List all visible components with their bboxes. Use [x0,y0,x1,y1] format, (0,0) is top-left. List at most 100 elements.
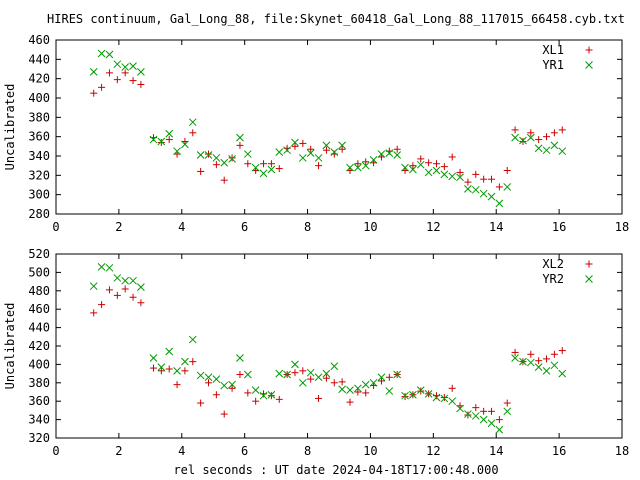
y-tick-label-7: 420 [28,72,50,86]
point-YR1-48 [471,185,480,194]
point-YR2-29-d2 [322,369,331,378]
point-YR1-1-d2 [97,49,106,58]
point-YR1-29-d2 [322,141,331,150]
point-XL1-54 [519,138,527,145]
point-YR1-44-d2 [440,170,449,179]
point-XL1-28 [315,162,323,170]
point-YR2-52-d2 [503,407,512,416]
point-XL2-1 [98,301,106,309]
point-YR1-13 [196,151,205,159]
y-tick-label-8: 480 [28,284,50,298]
point-YR1-49 [479,189,488,198]
point-YR2-12 [188,335,197,344]
point-YR1-3 [113,60,122,69]
point-XL1-22 [267,160,275,168]
point-YR2-16 [220,381,229,390]
x-tick-label-2: 4 [178,444,185,458]
point-XL1-40 [409,162,417,170]
point-YR2-10-d2 [173,366,181,375]
y-tick-label-1: 340 [28,413,50,427]
point-YR2-31-d2 [338,385,346,394]
legend-marker-YR2 [585,275,593,283]
point-YR1-49-d2 [479,189,488,198]
y-tick-label-4: 360 [28,130,50,144]
point-XL2-49 [480,407,488,415]
y-tick-label-5: 420 [28,339,50,353]
point-YR1-50-d2 [487,192,496,201]
point-YR2-47 [464,410,472,418]
point-YR1-47-d2 [464,185,472,193]
lower-panel: 0 2 4 6 8 10 12 14 16 18 320 340 360 380 400 420 440 460 4… [3,247,629,458]
point-YR1-30-d2 [330,148,339,156]
point-YR2-38-d2 [393,370,402,379]
y-tick-label-0: 320 [28,431,50,445]
point-XL1-34 [362,158,370,166]
point-XL1-57 [543,133,551,141]
legend-label-YR1: YR1 [542,58,564,72]
point-YR1-38-d2 [393,151,402,159]
point-XL1-8 [157,138,165,146]
point-YR2-41-d2 [416,386,425,395]
point-YR1-55 [526,133,535,142]
point-YR1-35 [369,156,378,164]
x-tick-label-6: 12 [426,444,440,458]
point-YR1-36 [377,150,386,158]
point-YR1-51-d2 [495,199,504,208]
point-XL2-19 [244,389,252,397]
point-XL1-18 [236,141,244,149]
point-YR1-1 [97,49,106,58]
point-YR2-33 [354,384,362,393]
point-YR1-27 [306,149,315,157]
point-XL1-50 [488,175,496,183]
point-XL2-22 [267,392,275,400]
point-XL2-15 [212,391,220,399]
point-YR2-9-d2 [165,347,174,356]
point-YR2-50-d2 [487,419,496,428]
point-XL2-20 [252,397,260,405]
point-YR2-6 [137,283,145,291]
point-YR1-20 [251,163,260,172]
point-XL1-31 [338,145,346,153]
point-YR1-7-d2 [149,135,158,144]
point-XL1-49 [480,175,488,183]
point-YR2-56-d2 [534,363,543,372]
point-XL2-23 [275,395,283,403]
point-XL2-53 [511,348,519,356]
point-YR1-10 [173,147,181,156]
point-YR2-36-d2 [377,373,386,382]
point-XL2-2 [105,286,113,294]
point-XL2-25 [291,369,299,377]
point-YR2-29 [322,369,331,378]
point-XL1-26 [299,139,307,147]
point-XL1-29 [322,146,330,154]
legend-marker-XL2 [585,260,593,268]
point-YR2-57 [542,366,551,375]
point-XL2-18 [236,371,244,379]
point-YR1-43 [432,166,441,175]
point-YR1-43-d2 [432,166,441,175]
point-YR2-11-d2 [181,357,189,366]
y-tick-label-2: 360 [28,394,50,408]
x-tick-label-1: 2 [115,220,122,234]
point-XL1-47 [464,178,472,186]
point-YR1-11 [181,140,189,149]
point-YR2-8-d2 [157,363,166,372]
point-XL1-48 [472,170,480,178]
point-YR2-56 [534,363,543,372]
point-YR2-42-d2 [424,389,433,398]
point-XL1-43 [432,160,440,168]
point-XL2-13 [197,399,205,407]
point-XL2-10 [173,381,181,389]
point-YR2-16-d2 [220,381,229,390]
point-XL1-16 [220,176,228,184]
point-YR2-19-d2 [243,370,252,379]
point-YR2-13 [196,371,205,380]
point-YR1-12 [188,118,197,127]
point-YR1-14 [204,151,213,159]
point-YR2-22-d2 [267,390,276,399]
point-XL2-6 [137,299,145,307]
x-tick-label-9: 18 [615,444,629,458]
point-YR1-47 [464,185,472,193]
point-XL2-17 [228,384,236,392]
